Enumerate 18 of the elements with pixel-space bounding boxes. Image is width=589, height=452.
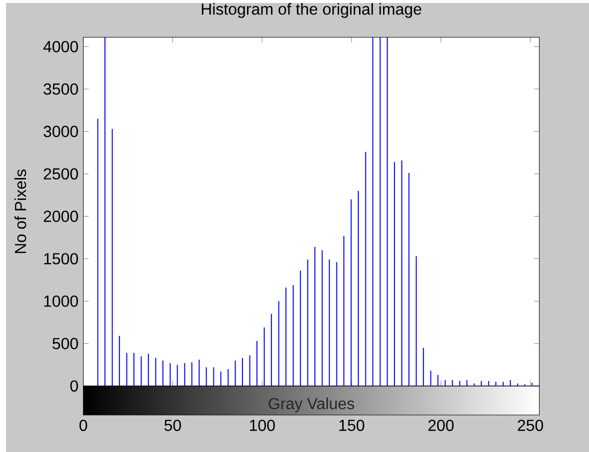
y-tick-label: 2500	[44, 168, 78, 180]
y-tick-label: 4000	[43, 40, 78, 52]
y-tick-label: 3000	[44, 126, 78, 138]
x-tick-label: 100	[250, 420, 275, 432]
y-tick-label: 2000	[44, 210, 78, 222]
y-tick-label: 3500	[44, 83, 78, 95]
y-tick-label: 500	[52, 338, 78, 350]
x-tick-label: 0	[79, 420, 88, 432]
y-tick-label: 1500	[44, 253, 78, 264]
y-tick-label: 1000	[44, 295, 78, 307]
x-tick-label: 50	[164, 420, 181, 432]
y-tick-label: 0	[70, 380, 78, 392]
y-axis-title: No of Pixels	[14, 170, 26, 254]
x-tick-label: 200	[428, 420, 454, 432]
x-tick-label: 250	[518, 420, 544, 432]
chart-title: Histogram of the original image	[202, 3, 422, 18]
x-tick-label: 150	[339, 420, 364, 432]
x-axis-title: Gray Values	[268, 398, 354, 412]
